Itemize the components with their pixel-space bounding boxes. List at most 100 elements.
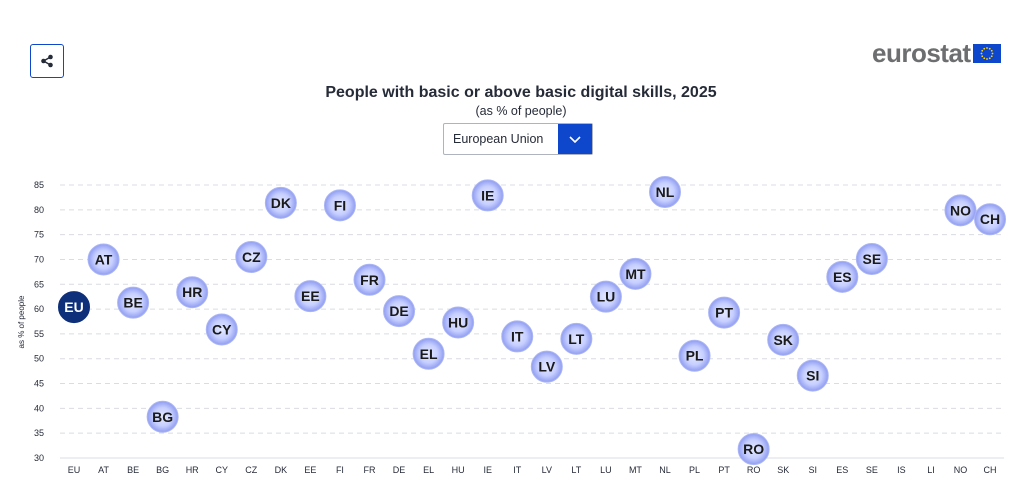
- data-point-pt[interactable]: PT: [708, 296, 741, 329]
- data-point-de[interactable]: DE: [383, 295, 416, 328]
- x-tick-label: LI: [927, 465, 935, 475]
- point-marker: [117, 286, 150, 319]
- data-point-lt[interactable]: LT: [560, 322, 593, 355]
- point-label: SE: [863, 251, 882, 267]
- point-label: PL: [686, 348, 704, 364]
- point-marker: [442, 306, 475, 339]
- y-tick-label: 45: [34, 379, 44, 389]
- point-label: SK: [773, 332, 792, 348]
- data-point-cz[interactable]: CZ: [235, 240, 268, 273]
- data-point-cy[interactable]: CY: [205, 313, 238, 346]
- data-point-dk[interactable]: DK: [264, 186, 297, 219]
- data-point-bg[interactable]: BG: [146, 400, 179, 433]
- chart: 30 35 40 45 50 55 60 65 70 75 80 85 EU AT BE BG HR CY CZ D…: [17, 175, 1007, 475]
- data-point-lv[interactable]: LV: [530, 350, 563, 383]
- data-point-be[interactable]: BE: [117, 286, 150, 319]
- x-tick-label: DE: [393, 465, 406, 475]
- data-point-es[interactable]: ES: [826, 260, 859, 293]
- x-tick-label: NL: [659, 465, 671, 475]
- x-tick-label: BE: [127, 465, 139, 475]
- point-label: ES: [833, 269, 852, 285]
- point-label: DK: [271, 195, 291, 211]
- data-point-ch[interactable]: CH: [974, 203, 1007, 236]
- x-tick-label: LV: [542, 465, 552, 475]
- y-tick-label: 60: [34, 304, 44, 314]
- data-point-pl[interactable]: PL: [678, 339, 711, 372]
- point-marker: [855, 242, 888, 275]
- y-tick-label: 85: [34, 180, 44, 190]
- point-marker: [796, 359, 829, 392]
- point-marker: [294, 280, 327, 313]
- point-marker: [826, 260, 859, 293]
- x-tick-label: FI: [336, 465, 344, 475]
- point-label: BG: [152, 409, 173, 425]
- data-point-lu[interactable]: LU: [589, 280, 622, 313]
- y-tick-label: 80: [34, 205, 44, 215]
- point-marker: [264, 186, 297, 219]
- point-marker: [974, 203, 1007, 236]
- x-tick-label: AT: [98, 465, 109, 475]
- point-marker: [530, 350, 563, 383]
- point-label: IE: [481, 187, 494, 203]
- point-marker: [235, 240, 268, 273]
- point-marker: [176, 276, 209, 309]
- point-marker: [58, 291, 90, 324]
- data-point-hu[interactable]: HU: [442, 306, 475, 339]
- x-tick-label: IT: [513, 465, 522, 475]
- chart-points: EU AT BE BG HR CY CZ DK EE FI FR DE EL HU IE IT LV LT LU MT…: [58, 175, 1007, 466]
- point-marker: [944, 194, 977, 227]
- x-tick-label: BG: [156, 465, 169, 475]
- point-label: NL: [656, 184, 675, 200]
- data-point-fr[interactable]: FR: [353, 263, 386, 296]
- y-tick-label: 75: [34, 230, 44, 240]
- data-point-at[interactable]: AT: [87, 243, 120, 276]
- x-tick-label: CZ: [245, 465, 257, 475]
- y-axis-label: as % of people: [17, 295, 26, 348]
- point-marker: [708, 296, 741, 329]
- point-label: DE: [389, 303, 408, 319]
- geo-select-toggle[interactable]: [558, 124, 592, 154]
- x-tick-label: PT: [718, 465, 730, 475]
- data-point-se[interactable]: SE: [855, 242, 888, 275]
- data-point-no[interactable]: NO: [944, 194, 977, 227]
- x-tick-label: EU: [68, 465, 81, 475]
- eurostat-logo[interactable]: eurostat: [872, 38, 1001, 68]
- data-point-mt[interactable]: MT: [619, 257, 652, 290]
- point-label: HR: [182, 284, 202, 300]
- share-button[interactable]: [30, 44, 64, 78]
- x-tick-label: SK: [777, 465, 789, 475]
- data-point-sk[interactable]: SK: [767, 323, 800, 356]
- data-point-fi[interactable]: FI: [323, 189, 356, 222]
- data-point-ee[interactable]: EE: [294, 280, 327, 313]
- x-tick-label: LT: [571, 465, 581, 475]
- point-marker: [649, 175, 681, 208]
- x-tick-label: HR: [186, 465, 199, 475]
- x-tick-label: FR: [364, 465, 376, 475]
- data-point-hr[interactable]: HR: [176, 276, 209, 309]
- point-label: CZ: [242, 249, 261, 265]
- point-label: NO: [950, 202, 971, 218]
- y-tick-label: 50: [34, 354, 44, 364]
- point-marker: [353, 263, 386, 296]
- x-tick-label: EL: [423, 465, 434, 475]
- x-tick-label: MT: [629, 465, 642, 475]
- data-point-eu[interactable]: EU: [58, 291, 90, 324]
- y-tick-label: 30: [34, 453, 44, 463]
- point-marker: [412, 337, 445, 370]
- data-point-el[interactable]: EL: [412, 337, 445, 370]
- data-point-ro[interactable]: RO: [737, 433, 770, 466]
- y-tick-label: 65: [34, 279, 44, 289]
- data-point-si[interactable]: SI: [796, 359, 829, 392]
- chart-subtitle: (as % of people): [475, 104, 567, 118]
- data-point-ie[interactable]: IE: [471, 179, 504, 212]
- share-icon: [41, 54, 53, 68]
- point-marker: [619, 257, 652, 290]
- x-tick-label: SE: [866, 465, 878, 475]
- geo-select[interactable]: European Union: [443, 123, 593, 155]
- data-point-it[interactable]: IT: [501, 320, 534, 353]
- data-point-nl[interactable]: NL: [649, 175, 681, 208]
- eu-flag-icon: [972, 43, 1001, 63]
- point-label: PT: [715, 305, 733, 321]
- x-tick-label: SI: [808, 465, 817, 475]
- x-axis-ticks: EU AT BE BG HR CY CZ DK EE FI FR DE EL HU IE IT LV LT LU MT…: [68, 465, 997, 475]
